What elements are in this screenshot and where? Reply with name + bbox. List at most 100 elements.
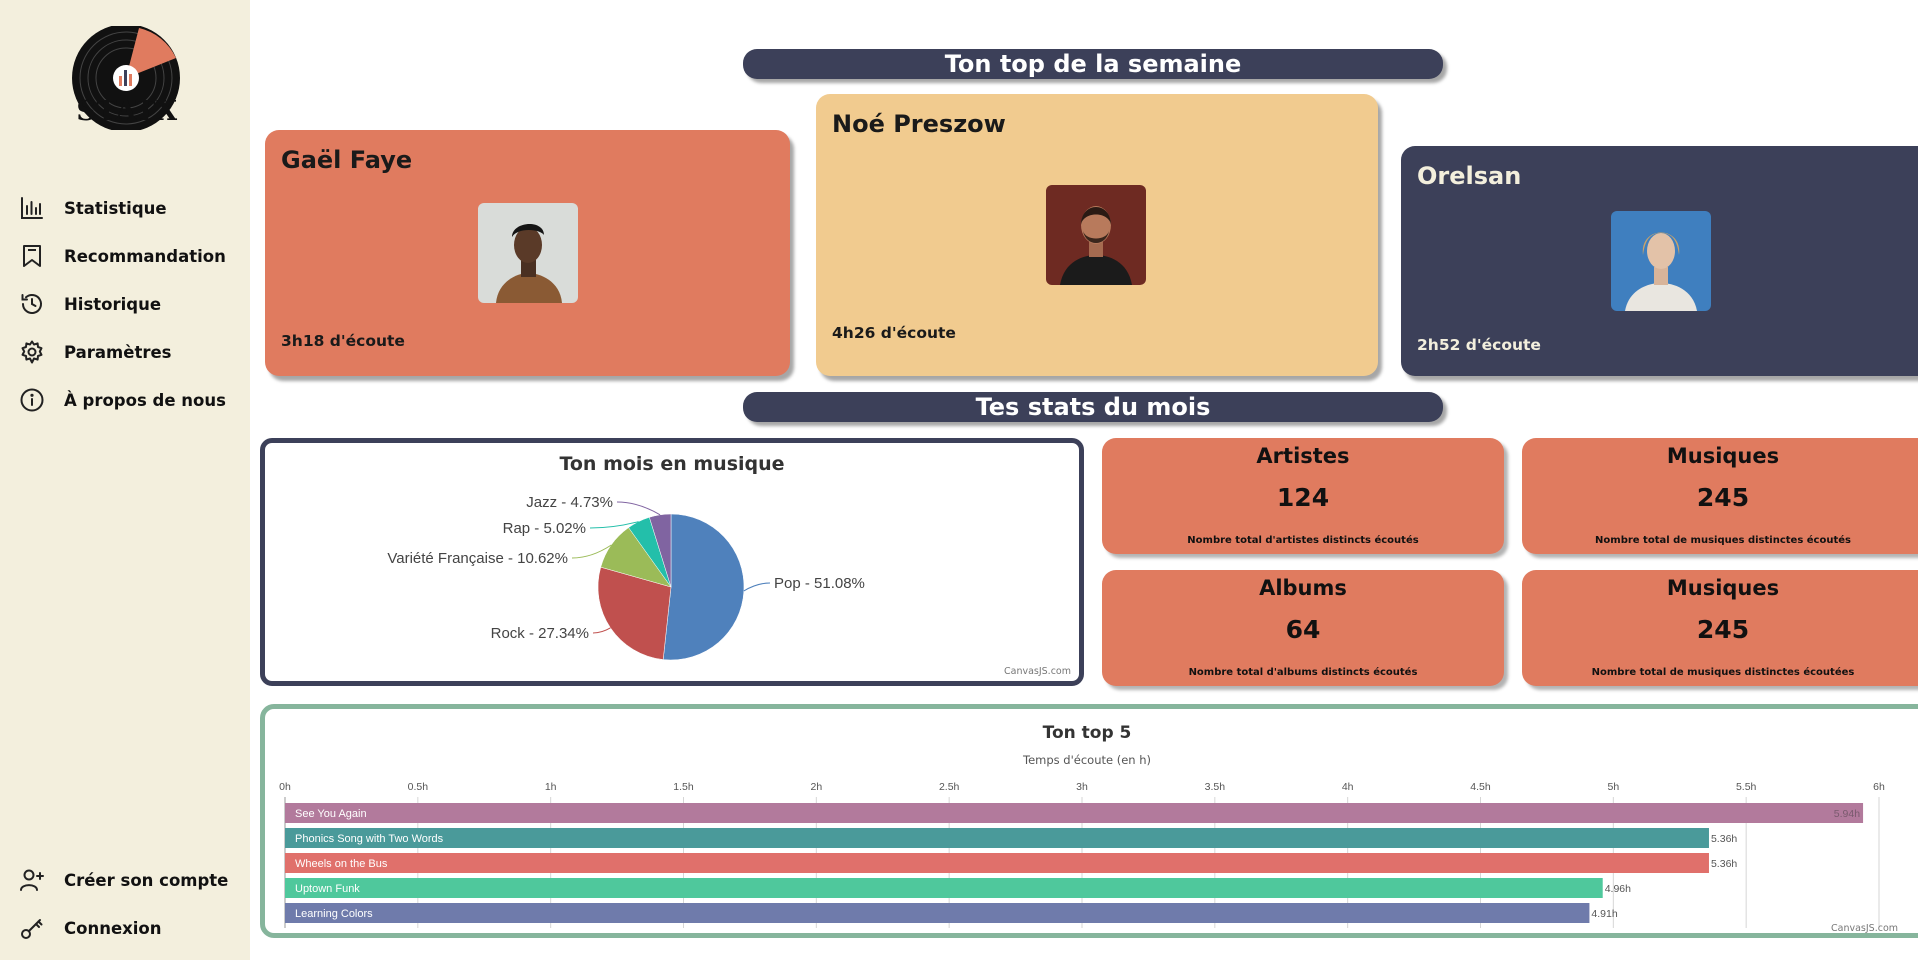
stat-description: Nombre total de musiques distinctes écou… (1591, 667, 1855, 678)
bar-chart-subtitle: Temps d'écoute (en h) (1023, 753, 1151, 767)
stat-value: 245 (1696, 483, 1750, 512)
bar[interactable] (285, 828, 1709, 848)
x-tick-label: 1h (545, 781, 557, 793)
nav-item-creer-compte[interactable]: Créer son compte (0, 856, 250, 904)
x-tick-label: 5.5h (1736, 781, 1757, 793)
artist-photo (1611, 211, 1711, 311)
main-nav: Statistique Recommandation Historique Pa… (0, 184, 250, 424)
artist-card[interactable]: Gaël Faye 3h18 d'écoute (265, 130, 790, 376)
x-tick-label: 5h (1607, 781, 1619, 793)
stat-value: 124 (1276, 483, 1330, 512)
bar[interactable] (285, 853, 1709, 873)
x-tick-label: 3h (1076, 781, 1088, 793)
pie-leader-line (592, 627, 611, 634)
bar[interactable] (285, 903, 1590, 923)
nav-item-statistique[interactable]: Statistique (0, 184, 250, 232)
pie-chart-title: Ton mois en musique (559, 453, 785, 475)
x-tick-label: 3.5h (1205, 781, 1226, 793)
bar-value-label: 5.36h (1711, 858, 1737, 870)
bar[interactable] (285, 803, 1864, 823)
bar-label: Uptown Funk (295, 883, 360, 895)
bar-value-label: 5.36h (1711, 833, 1737, 845)
bar-label: See You Again (295, 808, 367, 820)
stat-description: Nombre total d'artistes distincts écouté… (1187, 535, 1419, 546)
pie-slice-label: Variété Française - 10.62% (387, 550, 568, 567)
history-icon (21, 294, 42, 314)
chart-credit[interactable]: CanvasJS.com (1831, 923, 1899, 934)
pie-chart[interactable]: Pop - 51.08% Rock - 27.34% Variété Françai… (265, 443, 1079, 681)
x-tick-label: 6h (1873, 781, 1885, 793)
nav-label: Créer son compte (64, 870, 229, 890)
pie-leader-line (743, 582, 771, 592)
listen-time: 4h26 d'écoute (832, 324, 956, 342)
listen-time: 2h52 d'écoute (1417, 336, 1541, 354)
vinyl-logo-icon[interactable] (70, 26, 182, 130)
stat-description: Nombre total d'albums distincts écoutés (1188, 667, 1418, 678)
pie-leader-line (571, 544, 612, 559)
stat-card-artists: Artistes 124 Nombre total d'artistes dis… (1102, 438, 1504, 554)
bar-value-label: 5.94h (1834, 808, 1860, 820)
stat-label: Artistes (1256, 444, 1350, 468)
nav-label: Connexion (64, 918, 162, 938)
stat-label: Musiques (1666, 576, 1780, 600)
x-tick-label: 1.5h (673, 781, 694, 793)
chart-credit[interactable]: CanvasJS.com (1003, 666, 1071, 677)
gear-icon (21, 340, 43, 364)
weekly-section-title: Ton top de la semaine (743, 49, 1443, 79)
monthly-section-title: Tes stats du mois (743, 392, 1443, 422)
info-icon (20, 388, 44, 412)
stat-value: 245 (1696, 615, 1750, 644)
bar-chart[interactable]: 0h 0.5h 1h 1.5h 2h 2.5h 3h 3.5h 4h 4.5h 5h 5.5h 6h Se… (265, 709, 1918, 933)
stat-card-tracks: Musiques 245 Nombre total de musiques di… (1522, 438, 1918, 554)
x-tick-label: 4.5h (1470, 781, 1491, 793)
bar-chart-icon (21, 197, 43, 219)
pie-slice-label: Pop - 51.08% (774, 575, 865, 592)
pie-slice[interactable] (597, 566, 672, 660)
stat-label: Musiques (1666, 444, 1780, 468)
artist-name: Gaël Faye (281, 146, 413, 174)
user-plus-icon (20, 869, 44, 891)
nav-item-a-propos[interactable]: À propos de nous (0, 376, 250, 424)
nav-label: Paramètres (64, 342, 172, 362)
nav-item-recommandation[interactable]: Recommandation (0, 232, 250, 280)
nav-item-parametres[interactable]: Paramètres (0, 328, 250, 376)
bar[interactable] (285, 878, 1603, 898)
artist-name: Noé Preszow (832, 110, 1006, 138)
pie-leader-line (589, 521, 639, 529)
pie-slice[interactable] (649, 513, 672, 588)
pie-slice-label: Rock - 27.34% (491, 625, 589, 642)
artist-photo (478, 203, 578, 303)
bar-value-label: 4.91h (1591, 908, 1617, 920)
x-tick-label: 2h (810, 781, 822, 793)
pie-leader-line (616, 501, 661, 516)
nav-item-historique[interactable]: Historique (0, 280, 250, 328)
nav-label: Statistique (64, 198, 167, 218)
bar-label: Phonics Song with Two Words (295, 833, 444, 845)
nav-item-connexion[interactable]: Connexion (0, 904, 250, 952)
stat-value: 64 (1285, 615, 1321, 644)
artist-name: Orelsan (1417, 162, 1522, 190)
stat-card-albums: Albums 64 Nombre total d'albums distinct… (1102, 570, 1504, 686)
artist-card[interactable]: Orelsan 2h52 d'écoute (1401, 146, 1918, 376)
pie-slice[interactable] (662, 513, 745, 661)
x-tick-label: 0h (279, 781, 291, 793)
account-nav: Créer son compte Connexion (0, 856, 250, 952)
x-tick-label: 0.5h (408, 781, 429, 793)
pie-slice-label: Jazz - 4.73% (526, 494, 613, 511)
listen-time: 3h18 d'écoute (281, 332, 405, 350)
stat-card-tracks-2: Musiques 245 Nombre total de musiques di… (1522, 570, 1918, 686)
x-tick-label: 2.5h (939, 781, 960, 793)
bar-label: Wheels on the Bus (295, 858, 388, 870)
brand-name: STATX (76, 96, 178, 127)
artist-photo (1046, 185, 1146, 285)
x-tick-label: 4h (1342, 781, 1354, 793)
artist-card[interactable]: Noé Preszow 4h26 d'écoute (816, 94, 1378, 376)
bookmark-icon (23, 245, 41, 267)
nav-label: Historique (64, 294, 162, 314)
pie-slice-label: Rap - 5.02% (503, 520, 586, 537)
stat-label: Albums (1259, 576, 1347, 600)
nav-label: À propos de nous (64, 390, 226, 410)
top5-chart-card: Ton top 5 Temps d'écoute (en h) 0h 0.5h 1h… (260, 704, 1918, 938)
key-icon (21, 919, 43, 939)
sidebar: STATX Statistique Recommandation Histori… (0, 0, 250, 960)
